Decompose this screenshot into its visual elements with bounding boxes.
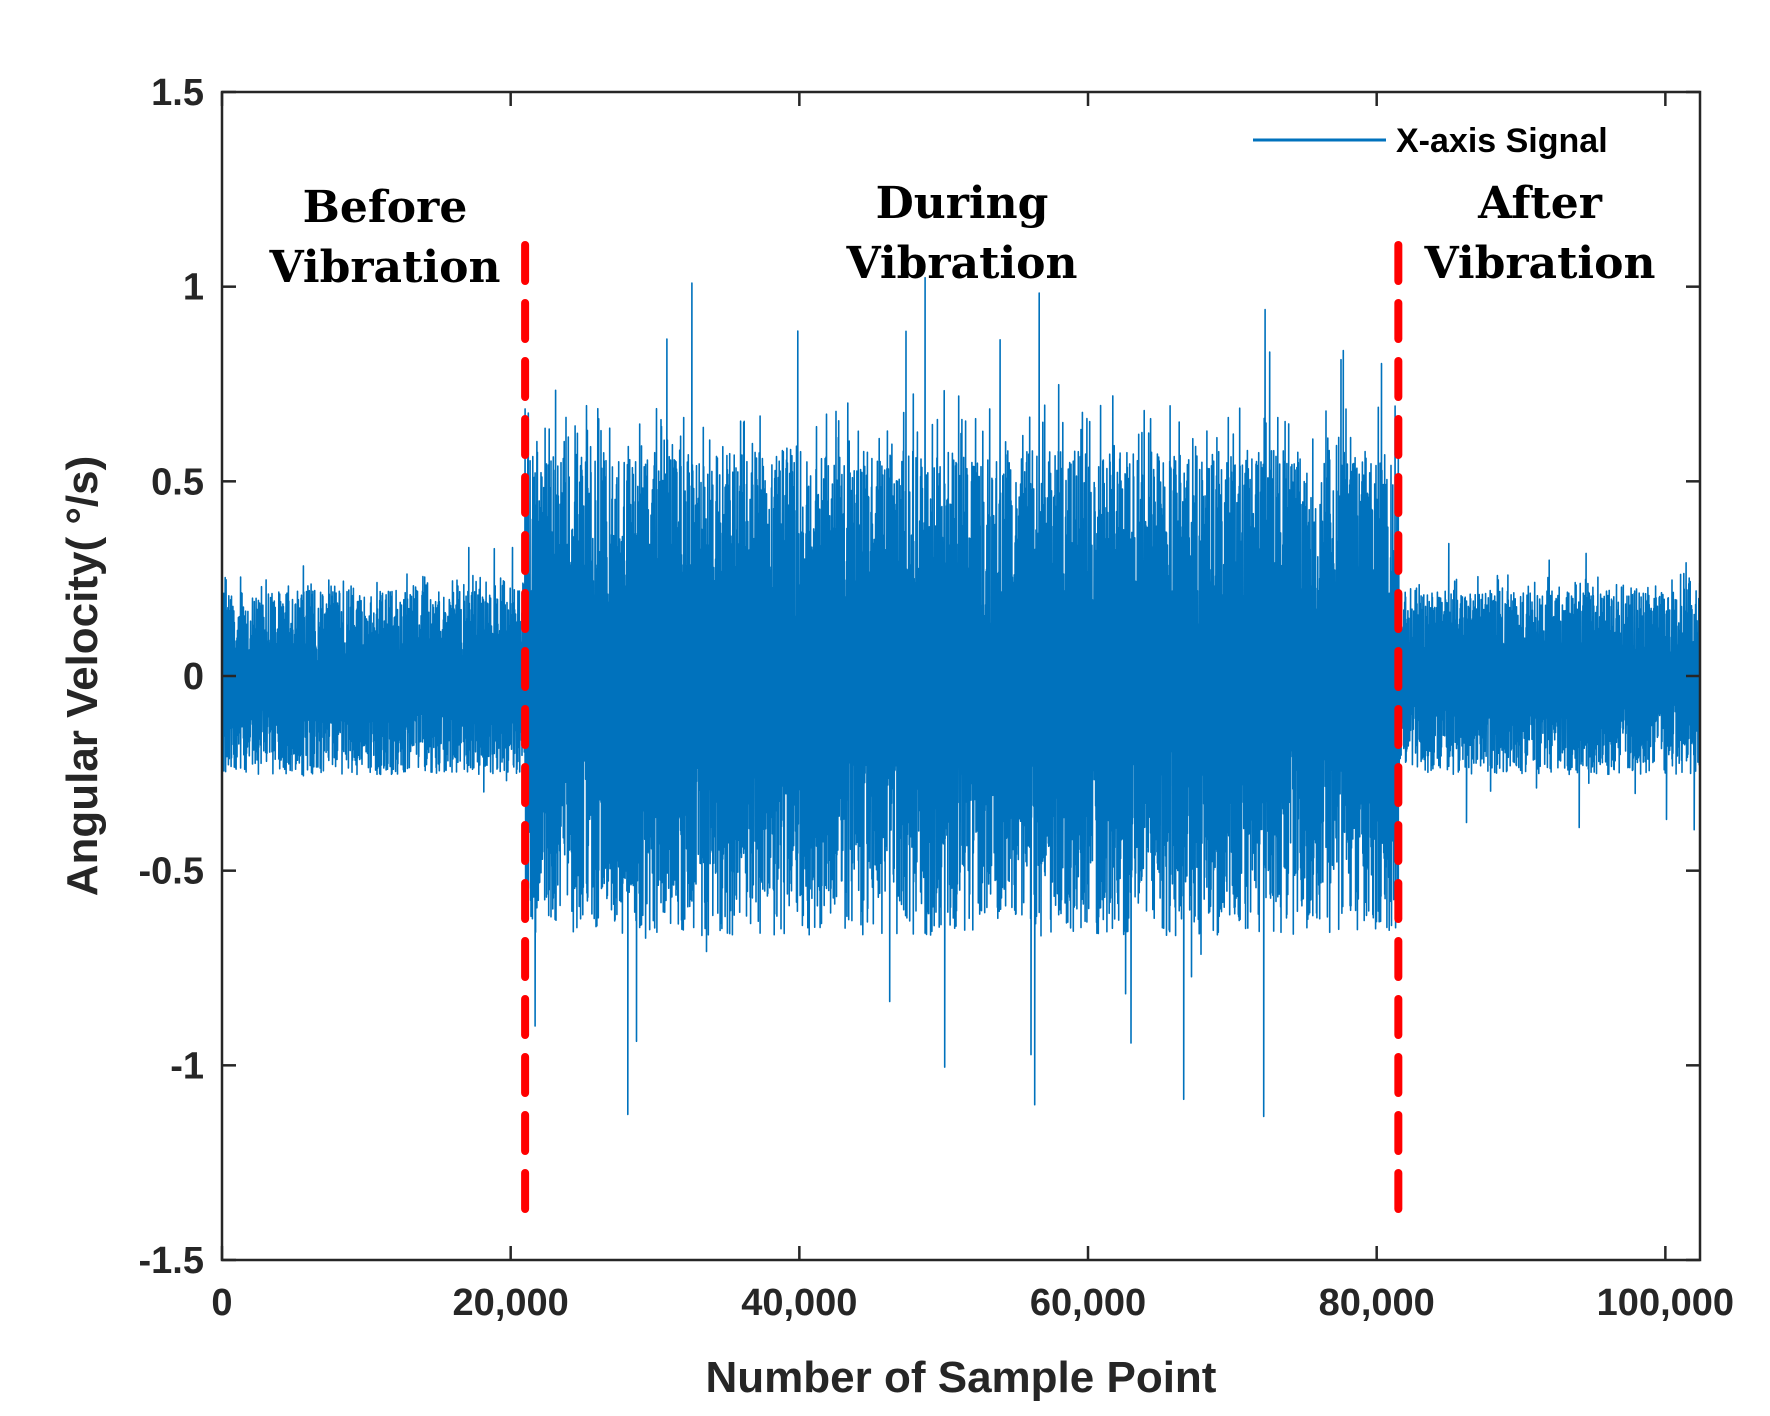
x-tick-label: 20,000 [453, 1282, 569, 1324]
x-tick-label: 0 [211, 1282, 232, 1324]
y-tick-label: -0.5 [139, 851, 204, 893]
phase-annotation-line: After [1477, 178, 1603, 229]
y-tick-label: 0 [183, 656, 204, 698]
x-axis-title: Number of Sample Point [706, 1353, 1217, 1402]
x-tick-label: 40,000 [741, 1282, 857, 1324]
y-tick-label: 1.5 [151, 72, 204, 114]
x-tick-label: 60,000 [1030, 1282, 1146, 1324]
phase-annotation-2: During Vibration [846, 178, 1078, 289]
phase-annotations: Before Vibration During Vibration After Vibra… [269, 178, 1656, 293]
phase-annotation-line: Before [303, 182, 468, 233]
x-tick-label: 80,000 [1319, 1282, 1435, 1324]
y-tick-label: -1.5 [139, 1240, 204, 1282]
signal-line [221, 276, 1701, 1118]
y-tick-label: 1 [183, 267, 204, 309]
y-axis-title: Angular Velocity( °/s) [58, 456, 107, 897]
axis-ticks: 0 20,000 40,000 60,000 80,000 100,000 -1.5 -1 -0… [139, 72, 1735, 1324]
signal-series [221, 276, 1701, 1118]
phase-annotation-line: Vibration [1424, 238, 1656, 289]
legend-label: X-axis Signal [1396, 122, 1608, 160]
legend: X-axis Signal [1253, 122, 1608, 160]
phase-annotation-line: During [876, 178, 1049, 229]
y-tick-label: 0.5 [151, 461, 204, 503]
phase-annotation-line: Vibration [846, 238, 1078, 289]
phase-annotation-3: After Vibration [1424, 178, 1656, 289]
phase-annotation-line: Vibration [269, 242, 501, 293]
x-tick-label: 100,000 [1597, 1282, 1734, 1324]
phase-annotation-1: Before Vibration [269, 182, 501, 293]
phase-boundaries [521, 241, 1403, 1226]
y-tick-label: -1 [170, 1045, 204, 1087]
